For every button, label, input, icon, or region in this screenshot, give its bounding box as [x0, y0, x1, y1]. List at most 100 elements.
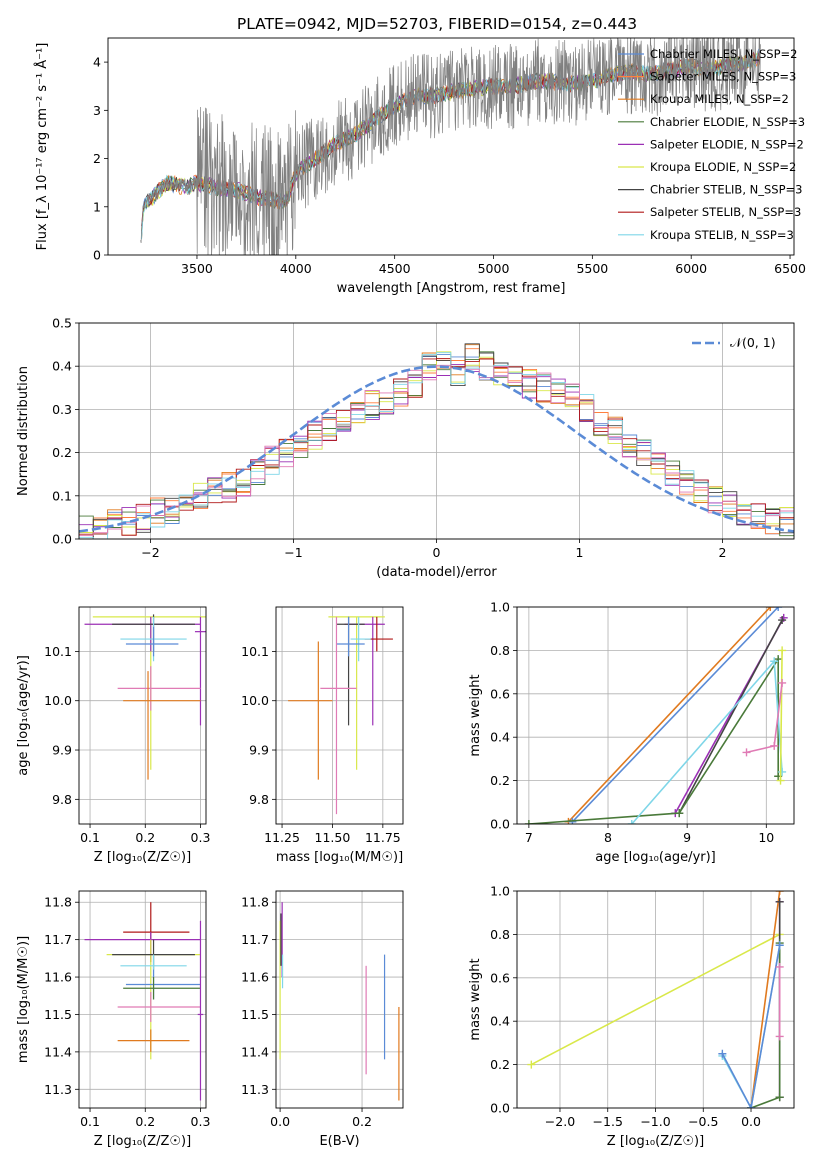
- x-axis-label: E(B-V): [319, 1134, 359, 1149]
- y-tick-label: 0.2: [490, 1057, 510, 1072]
- x-axis-label: Z [log₁₀(Z/Z☉)]: [94, 1134, 191, 1149]
- y-tick-label: 11.5: [241, 1007, 269, 1022]
- y-tick-label: 2: [93, 151, 101, 166]
- data-point: [747, 1104, 756, 1108]
- y-axis-label: mass weight: [468, 958, 483, 1040]
- legend-entry: Kroupa ELODIE, N_SSP=2: [650, 160, 796, 174]
- legend-entry: Kroupa MILES, N_SSP=2: [650, 92, 789, 106]
- plot-area-spectrum: [140, 38, 761, 255]
- y-tick-label: 11.7: [44, 932, 72, 947]
- y-tick-label: 10.1: [241, 644, 269, 659]
- series-line: [567, 607, 771, 823]
- y-tick-label: 9.8: [249, 792, 269, 807]
- y-tick-label: 0.3: [52, 402, 72, 417]
- y-tick-label: 10.1: [44, 644, 72, 659]
- y-tick-label: 9.8: [52, 792, 72, 807]
- axes-frame: [516, 606, 795, 825]
- x-tick-label: 0: [433, 545, 441, 560]
- x-tick-label: 0.0: [741, 1114, 761, 1129]
- y-tick-label: 0.2: [52, 445, 72, 460]
- y-tick-label: 11.4: [44, 1044, 72, 1059]
- plot-area-mass_vs_Z: [84, 902, 204, 1101]
- data-point: [770, 657, 779, 666]
- y-tick-label: 10.0: [44, 693, 72, 708]
- data-point: [775, 891, 784, 895]
- plot-area-residuals: [79, 343, 794, 539]
- x-tick-label: 2: [719, 545, 727, 560]
- plot-area-mass_vs_ebv: [279, 902, 400, 1101]
- data-point: [775, 897, 784, 906]
- x-axis-label: age [log₁₀(age/yr)]: [595, 850, 716, 865]
- x-tick-label: 10: [758, 830, 774, 845]
- y-tick-label: 0.0: [490, 817, 510, 832]
- x-axis-label: wavelength [Angstrom, rest frame]: [337, 281, 566, 296]
- y-tick-label: 0.4: [52, 359, 72, 374]
- series-line: [721, 945, 781, 1108]
- data-point: [775, 941, 784, 950]
- x-tick-label: 4000: [280, 261, 312, 276]
- panel-mass_vs_Z: 0.1 0.2 0.3 11.3 11.4 11.5 11.6 11.7 11.8 Z [log₁…: [16, 890, 210, 1149]
- legend-entry: Chabrier MILES, N_SSP=2: [650, 47, 797, 61]
- x-tick-label: −1: [284, 545, 302, 560]
- x-tick-label: 7: [525, 830, 533, 845]
- x-tick-label: −1.5: [593, 1114, 623, 1129]
- plot-area-age_vs_mass: [288, 616, 393, 815]
- histogram-pink: [79, 364, 794, 536]
- axes-frame: [275, 890, 404, 1109]
- y-tick-label: 9.9: [52, 743, 72, 758]
- x-tick-label: 0.1: [80, 1114, 100, 1129]
- figure-title: PLATE=0942, MJD=52703, FIBERID=0154, z=0…: [237, 15, 637, 33]
- x-tick-label: 11.75: [365, 830, 401, 845]
- y-tick-label: 1.0: [490, 884, 510, 899]
- y-tick-label: 0.5: [52, 316, 72, 331]
- histogram-kroupa_stelib: [79, 352, 794, 539]
- y-tick-label: 0.1: [52, 488, 72, 503]
- y-tick-label: 0.4: [490, 730, 510, 745]
- data-point: [778, 678, 787, 687]
- panel-age_vs_mass: 11.25 11.50 11.75 9.8 9.9 10.0 10.1 mass [log₁₀…: [241, 606, 404, 865]
- data-point: [775, 1032, 784, 1041]
- axes-frame: [275, 606, 404, 825]
- panel-massweight_vs_Z: −2.0 −1.5 −1.0 −0.5 0.0 0.0 0.2 0.4 0.6 0.8 1.0 Z […: [468, 884, 795, 1149]
- y-tick-label: 1: [93, 199, 101, 214]
- histogram-salpeter_stelib: [79, 357, 794, 536]
- y-tick-label: 11.6: [241, 970, 269, 985]
- y-tick-label: 0.8: [490, 643, 510, 658]
- series-line: [779, 650, 783, 781]
- plot-area-age_vs_Z: [84, 614, 206, 780]
- data-point: [775, 1093, 784, 1102]
- y-tick-label: 11.8: [241, 895, 269, 910]
- series-line: [571, 607, 779, 823]
- x-tick-label: 3500: [181, 261, 213, 276]
- x-tick-label: 11.50: [315, 830, 351, 845]
- x-tick-label: 5500: [576, 261, 608, 276]
- x-tick-label: 4500: [379, 261, 411, 276]
- x-tick-label: −2.0: [545, 1114, 575, 1129]
- data-point: [524, 820, 533, 824]
- x-tick-label: 9: [683, 830, 691, 845]
- legend-entry: Salpeter MILES, N_SSP=3: [650, 70, 796, 84]
- panel-massweight_vs_age: 7 8 9 10 0.0 0.2 0.4 0.6 0.8 1.0 age [log₁₀(age/yr…: [468, 600, 795, 865]
- x-tick-label: 5000: [478, 261, 510, 276]
- series-line: [678, 619, 783, 814]
- legend-entry: Kroupa STELIB, N_SSP=3: [650, 228, 794, 242]
- y-tick-label: 11.8: [44, 895, 72, 910]
- y-tick-label: 10.0: [241, 693, 269, 708]
- plot-area-massweight_vs_age: [524, 607, 788, 824]
- x-tick-label: 0.2: [352, 1114, 372, 1129]
- normal-curve: [79, 365, 794, 533]
- data-point: [778, 767, 787, 776]
- x-tick-label: 8: [604, 830, 612, 845]
- observed-spectrum: [140, 38, 761, 255]
- data-point: [742, 748, 751, 757]
- x-tick-label: −2: [141, 545, 159, 560]
- y-tick-label: 0.4: [490, 1014, 510, 1029]
- axes-frame: [107, 37, 795, 256]
- legend-entry: Chabrier STELIB, N_SSP=3: [650, 183, 802, 197]
- y-tick-label: 3: [93, 103, 101, 118]
- y-axis-label: mass [log₁₀(M/M☉)]: [16, 936, 31, 1063]
- plot-area-massweight_vs_Z: [527, 891, 784, 1108]
- y-axis-label: mass weight: [468, 674, 483, 756]
- y-tick-label: 11.4: [241, 1044, 269, 1059]
